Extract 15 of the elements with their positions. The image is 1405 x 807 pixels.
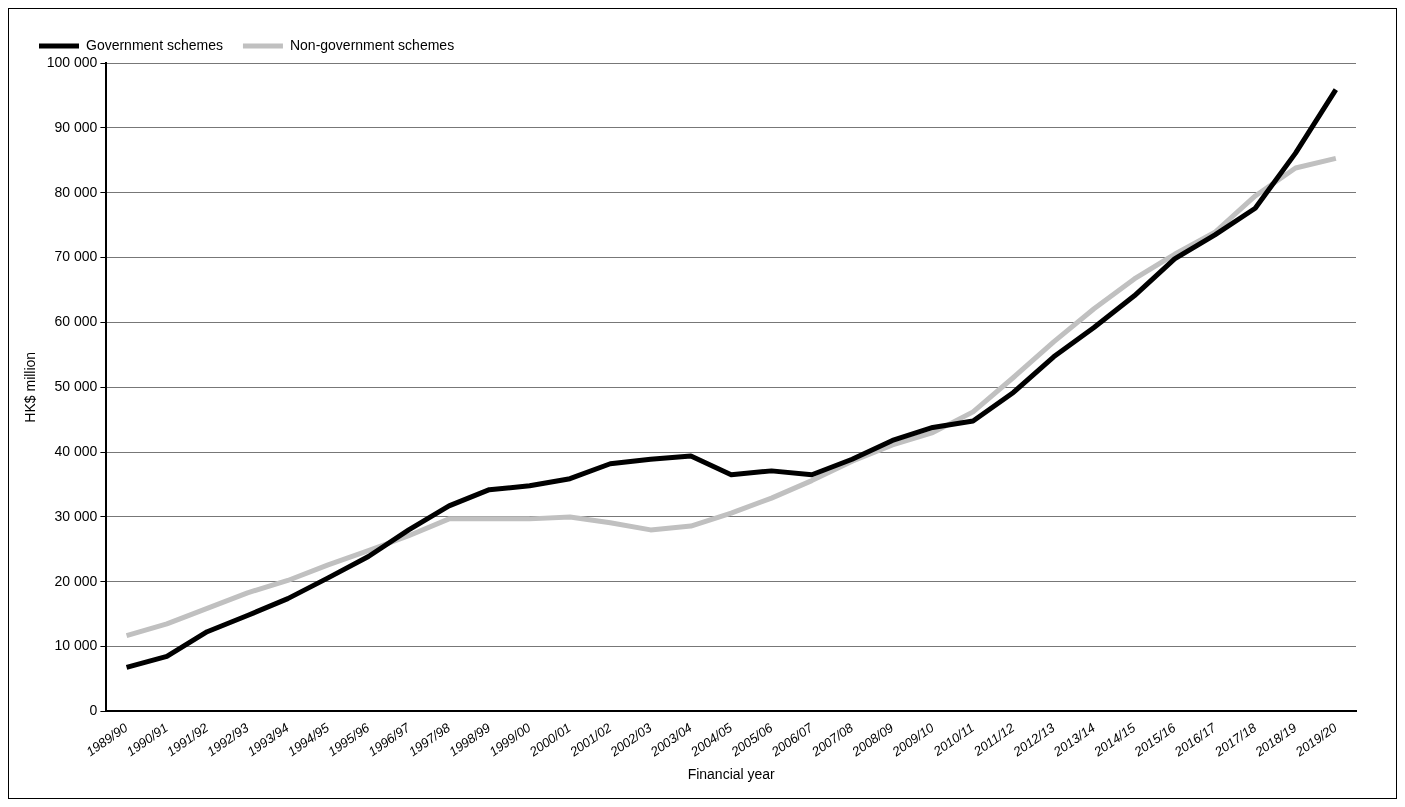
y-tick-label: 80 000: [54, 183, 98, 200]
y-tick-label: 90 000: [54, 118, 98, 135]
legend-label: Non-government schemes: [289, 36, 455, 53]
y-tick-label: 40 000: [54, 442, 98, 459]
y-tick-label: 70 000: [54, 248, 98, 265]
y-tick-label: 100 000: [46, 53, 98, 70]
y-tick-label: 50 000: [54, 378, 98, 395]
y-tick-label: 0: [89, 702, 98, 719]
y-tick-label: 10 000: [54, 637, 98, 654]
x-axis-title: Financial year: [687, 766, 776, 783]
y-tick-label: 60 000: [54, 313, 98, 330]
y-axis-title: HK$ million: [22, 351, 39, 423]
y-tick-label: 20 000: [54, 572, 98, 589]
y-tick-label: 30 000: [54, 507, 98, 524]
legend-label: Government schemes: [86, 36, 223, 53]
